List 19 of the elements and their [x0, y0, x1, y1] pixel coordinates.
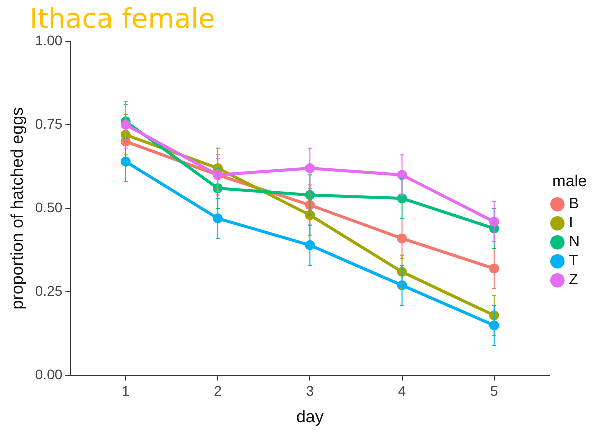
y-tick-label: 0.75	[35, 116, 63, 132]
x-tick-label: 3	[306, 383, 314, 400]
legend-label: N	[569, 234, 580, 251]
legend-label: Z	[569, 272, 578, 289]
legend-label: B	[569, 196, 580, 213]
legend-label: I	[569, 214, 574, 232]
y-tick-label: 0.00	[35, 366, 63, 383]
y-tick-label: 1.00	[35, 32, 63, 48]
x-tick-label: 2	[214, 383, 222, 400]
legend-title: male	[552, 173, 588, 190]
legend-label: T	[569, 252, 578, 270]
y-axis-title: proportion of hatched eggs	[8, 107, 27, 310]
x-tick-label: 1	[122, 383, 130, 400]
x-tick-label: 4	[398, 383, 406, 400]
x-tick-label: 5	[490, 383, 498, 400]
x-axis-title: day	[296, 407, 324, 426]
chart-title: Ithaca female	[30, 4, 216, 35]
y-tick-label: 0.50	[35, 199, 63, 216]
y-tick-label: 0.25	[35, 283, 63, 300]
